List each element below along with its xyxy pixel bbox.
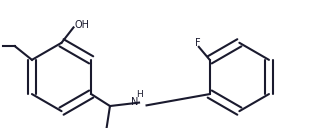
- Text: F: F: [195, 38, 201, 48]
- Text: N: N: [131, 97, 138, 107]
- Text: OH: OH: [74, 20, 90, 30]
- Text: H: H: [136, 90, 142, 99]
